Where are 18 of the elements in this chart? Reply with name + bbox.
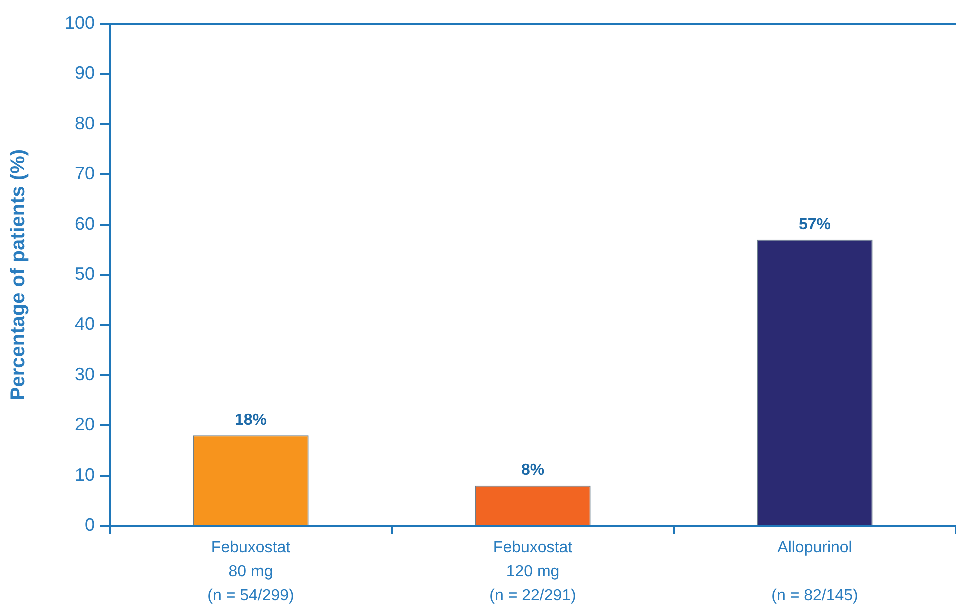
y-tick-label: 30 [74,364,95,384]
data-label: 57% [798,216,832,234]
y-tick-label: 0 [84,514,95,535]
y-tick-label: 40 [74,314,95,334]
y-tick-label: 60 [74,214,95,234]
y-tick-label: 100 [64,12,95,33]
x-tick-label: Febuxostat 120 mg (n = 22/291) [490,539,576,604]
y-tick-label: 10 [74,464,95,485]
y-tick-label: 90 [74,63,95,84]
y-tick-label: 80 [74,113,95,134]
x-tick-label: Febuxostat 80 mg (n = 54/299) [208,539,294,604]
y-tick-label: 50 [74,264,95,284]
data-label: 8% [521,462,545,480]
y-axis-title: Percentage of patients (%) [8,149,30,401]
y-tick-label: 20 [74,414,95,435]
data-label: 18% [234,412,268,430]
y-tick-label: 70 [74,164,95,184]
category-label: Allopurinol (n = 82/145) [772,539,858,604]
